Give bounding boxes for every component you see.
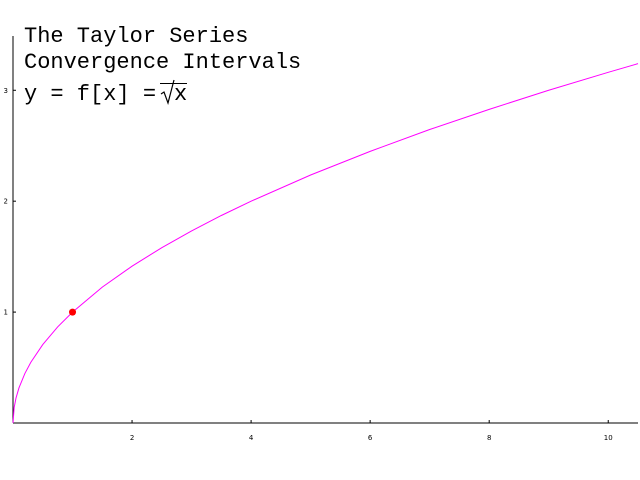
x-tick-label: 4 — [249, 434, 254, 442]
chart-title-line-2: Convergence Intervals — [24, 50, 302, 75]
x-tick-label: 6 — [368, 434, 373, 442]
point-layer — [69, 308, 77, 316]
x-tick-label: 2 — [130, 434, 134, 442]
series-line — [12, 63, 639, 424]
curve-layer — [12, 63, 639, 424]
highlight-point — [69, 308, 77, 316]
y-tick-label: 1 — [4, 309, 8, 317]
x-tick-label: 8 — [487, 434, 491, 442]
sqrt-symbol: x — [160, 79, 188, 108]
y-tick-label: 2 — [4, 198, 8, 206]
function-label-text: y = f[x] = — [24, 82, 157, 107]
function-label: y = f[x] = x — [24, 79, 188, 108]
y-tick-label: 3 — [4, 87, 8, 95]
x-tick-label: 10 — [604, 434, 613, 442]
chart-title-line-1: The Taylor Series — [24, 24, 249, 49]
